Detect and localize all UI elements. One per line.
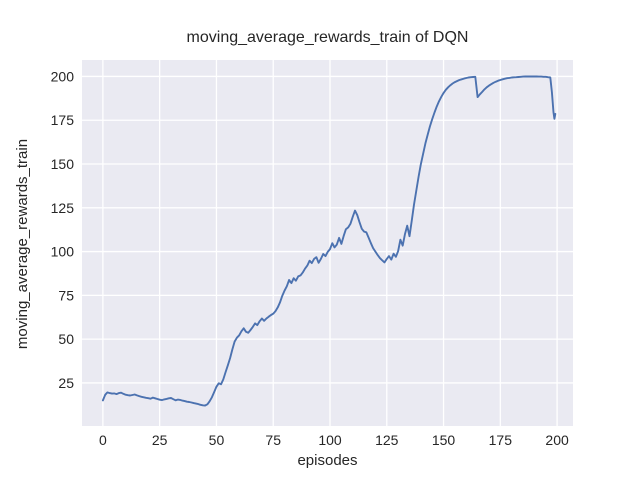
chart-title: moving_average_rewards_train of DQN [186, 29, 469, 46]
y-tick-label: 200 [51, 68, 75, 84]
y-tick-label: 75 [58, 287, 74, 303]
x-tick-label: 200 [545, 432, 569, 448]
x-tick-label: 150 [432, 432, 456, 448]
series-line-moving_average_rewards_train [101, 75, 557, 407]
x-tick-label: 125 [375, 432, 399, 448]
y-tick-label: 100 [51, 244, 75, 260]
x-tick-label: 175 [489, 432, 513, 448]
y-tick-label: 25 [58, 375, 74, 391]
x-tick-label: 75 [265, 432, 281, 448]
y-tick-label: 175 [51, 112, 75, 128]
y-axis-label: moving_average_rewards_train [14, 138, 31, 350]
y-tick-label: 50 [58, 331, 74, 347]
tick-labels: 0 25 50 75 100 125 150 175 200 25 50 75 100 125 150 175… [51, 68, 569, 448]
x-tick-label: 50 [209, 432, 225, 448]
y-tick-label: 150 [51, 156, 75, 172]
x-tick-label: 0 [99, 432, 107, 448]
x-tick-label: 100 [318, 432, 342, 448]
plot-area [82, 60, 573, 426]
y-tick-label: 125 [51, 200, 75, 216]
data-series [101, 75, 557, 407]
x-axis-label: episodes [297, 452, 358, 469]
x-tick-label: 25 [152, 432, 168, 448]
